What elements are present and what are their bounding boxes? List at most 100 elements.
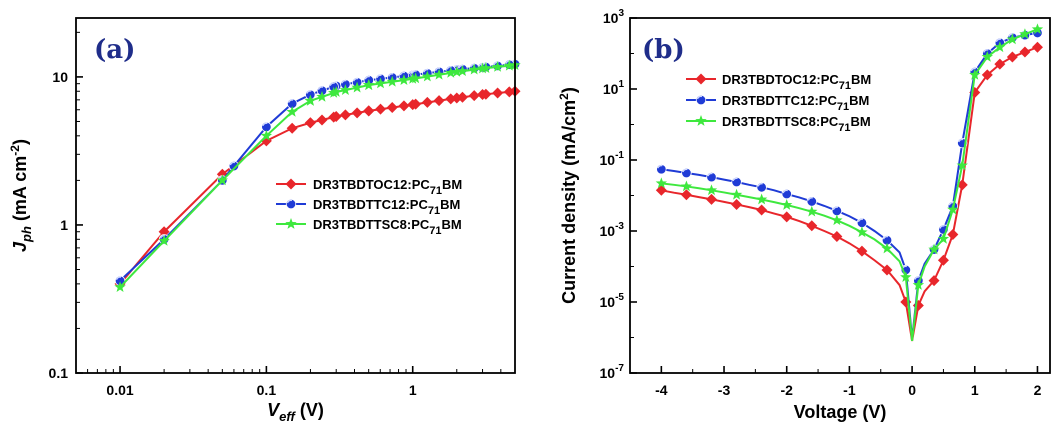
y-tick-base: 10 xyxy=(600,223,616,239)
data-point xyxy=(856,226,868,238)
legend-text: BM xyxy=(442,217,462,232)
x-tick-label: -1 xyxy=(843,382,856,398)
legend: DR3TBDTOC12:PC71BMDR3TBDTTC12:PC71BMDR3T… xyxy=(276,177,462,237)
x-axis-label: Voltage (V) xyxy=(794,402,887,422)
legend-label: DR3TBDTTSC8:PC71BM xyxy=(722,114,871,134)
data-point xyxy=(994,58,1006,70)
y-axis-label: Jph (mA cm-2) xyxy=(8,139,34,252)
legend-marker xyxy=(285,178,297,190)
data-point xyxy=(937,232,950,244)
data-point-shine xyxy=(115,276,122,281)
data-point xyxy=(947,228,959,240)
data-point xyxy=(806,205,818,217)
data-point xyxy=(304,117,316,129)
x-tick-label: 0.1 xyxy=(257,382,277,398)
panel-label: (b) xyxy=(642,35,685,65)
data-point xyxy=(398,100,410,112)
legend-text: BM xyxy=(442,177,462,192)
data-point xyxy=(806,220,818,232)
data-point-shine xyxy=(399,71,406,76)
data-point xyxy=(316,114,328,126)
data-point xyxy=(480,62,492,73)
data-point-shine xyxy=(458,64,464,69)
y-tick-label: 10-7 xyxy=(600,363,625,381)
data-point xyxy=(158,226,170,238)
data-point-shine xyxy=(364,75,371,80)
legend-text: BM xyxy=(440,197,460,212)
data-point-shine xyxy=(1008,33,1014,37)
data-point-shine xyxy=(329,82,335,87)
legend-marker-shine xyxy=(696,95,703,100)
data-point xyxy=(1006,33,1019,45)
y-tick-exp: -7 xyxy=(615,363,624,374)
data-point xyxy=(386,75,398,87)
y-tick-base: 10 xyxy=(600,152,616,168)
data-point xyxy=(316,90,328,102)
data-point-shine xyxy=(434,67,441,72)
data-point xyxy=(468,63,480,75)
legend-text: BM xyxy=(851,114,871,129)
data-point xyxy=(433,95,445,107)
legend-marker xyxy=(695,115,707,126)
data-point xyxy=(445,93,457,105)
y-label-main: J xyxy=(10,241,30,252)
legend-text: DR3TBDTOC12:PC xyxy=(722,72,839,87)
data-point xyxy=(480,88,492,100)
legend-marker xyxy=(285,218,297,229)
data-point xyxy=(286,122,298,134)
data-point xyxy=(456,65,469,77)
y-label-sup: 2 xyxy=(557,93,571,100)
data-point xyxy=(1031,23,1044,35)
x-tick-label: -4 xyxy=(655,382,668,398)
data-point-shine xyxy=(707,172,713,177)
data-point-shine xyxy=(857,218,864,223)
y-tick-exp: 3 xyxy=(618,8,624,19)
data-point-shine xyxy=(287,99,294,103)
y-tick-exp: 1 xyxy=(618,79,624,90)
data-point xyxy=(856,245,868,257)
panel-label: (a) xyxy=(94,35,135,65)
data-point xyxy=(1006,51,1018,63)
y-label-main: Current density (mA/cm xyxy=(559,100,579,304)
data-point xyxy=(831,230,843,242)
data-point xyxy=(468,90,480,102)
x-label-rest: (V) xyxy=(295,400,324,420)
legend-marker xyxy=(695,73,707,85)
y-tick-exp: -1 xyxy=(615,150,624,161)
data-point-shine xyxy=(341,79,347,84)
data-point xyxy=(456,91,468,103)
legend-text: DR3TBDTOC12:PC xyxy=(313,177,430,192)
legend-sub: 71 xyxy=(837,101,849,113)
legend-text: BM xyxy=(849,93,869,108)
data-point-shine xyxy=(995,38,1002,43)
x-tick-label: 0 xyxy=(908,382,916,398)
data-point-shine xyxy=(983,49,989,53)
y-tick-base: 10 xyxy=(600,294,616,310)
data-point xyxy=(912,279,925,290)
data-point xyxy=(503,59,515,71)
data-point xyxy=(781,211,793,223)
data-point xyxy=(260,129,273,141)
data-point xyxy=(900,271,912,283)
data-point xyxy=(445,66,457,78)
chart-panel-a: 0.01 0.1 10.1110(a)DR3TBDTOC12:PC71BMDR3TB… xyxy=(8,17,521,424)
legend-label: DR3TBDTTC12:PC71BM xyxy=(313,197,460,217)
legend-sub: 71 xyxy=(430,185,442,197)
data-point xyxy=(947,203,959,215)
y-tick-base: 10 xyxy=(603,10,619,26)
data-point-shine xyxy=(914,276,920,280)
y-label-end: ) xyxy=(559,87,579,93)
y-label-sup: -2 xyxy=(8,145,22,156)
y-tick-label: 10-3 xyxy=(600,221,625,239)
x-tick-label: -2 xyxy=(780,382,793,398)
data-point xyxy=(286,105,298,117)
data-point xyxy=(956,159,968,171)
data-point-shine xyxy=(757,182,763,187)
y-tick-label: 1 xyxy=(60,217,68,233)
data-point-shine xyxy=(262,122,268,127)
data-point xyxy=(328,86,340,98)
data-point-shine xyxy=(159,234,166,239)
data-point xyxy=(304,94,316,106)
data-point xyxy=(928,275,940,287)
data-point-shine xyxy=(469,63,476,68)
